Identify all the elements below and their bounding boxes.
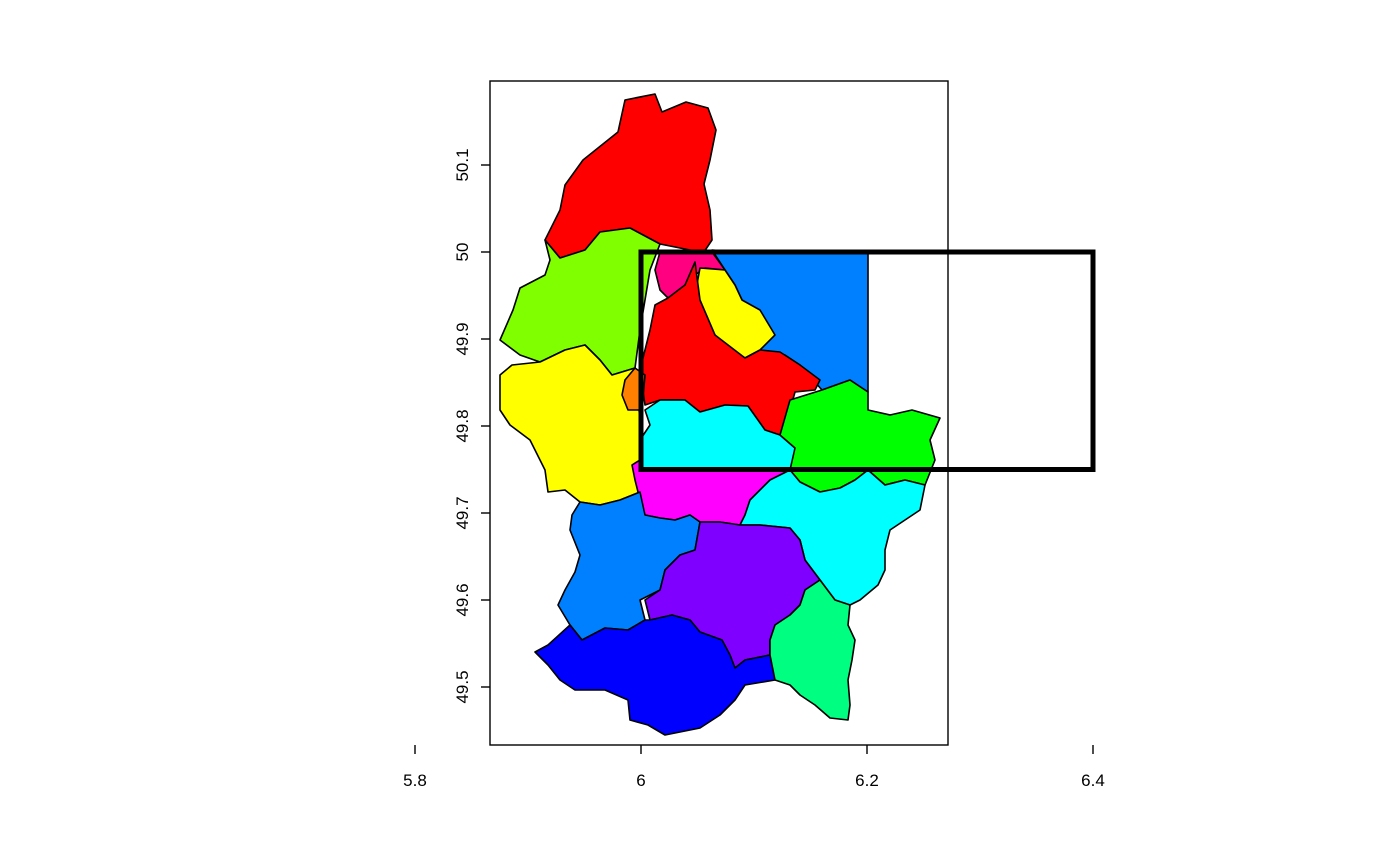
y-tick-label: 50.1 [453, 148, 472, 181]
x-axis: 5.8 6 6.2 6.4 [403, 745, 1105, 790]
region-south-east [769, 579, 856, 721]
x-tick-label: 6.4 [1081, 771, 1105, 790]
y-tick-label: 49.6 [453, 583, 472, 616]
y-axis: 49.5 49.6 49.7 49.8 49.9 50 50.1 [453, 148, 490, 704]
y-tick-label: 49.7 [453, 496, 472, 529]
y-tick-label: 49.5 [453, 670, 472, 703]
y-tick-label: 50 [453, 243, 472, 262]
x-tick-label: 6 [636, 771, 645, 790]
x-tick-label: 5.8 [403, 771, 427, 790]
region-layer [499, 93, 941, 736]
x-tick-label: 6.2 [855, 771, 879, 790]
region-south [534, 614, 776, 736]
region-southwest [557, 491, 701, 641]
y-tick-label: 49.8 [453, 409, 472, 442]
plot-frame [489, 80, 949, 746]
extent-rectangle [638, 249, 1096, 472]
y-tick-label: 49.9 [453, 322, 472, 355]
